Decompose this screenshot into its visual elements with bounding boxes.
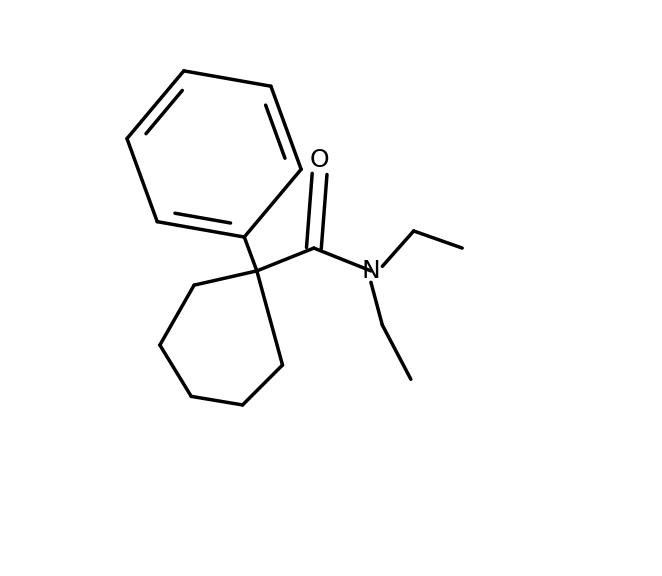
Text: O: O	[310, 147, 330, 172]
Text: N: N	[361, 259, 380, 283]
